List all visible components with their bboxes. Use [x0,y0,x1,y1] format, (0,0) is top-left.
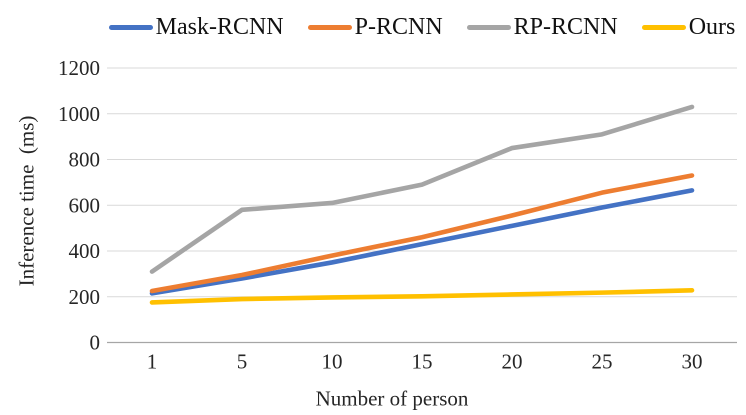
x-tick-label: 30 [682,350,703,374]
y-tick-label: 400 [69,239,101,263]
legend-swatch-mask-rcnn [108,24,153,30]
legend-item-rp-rcnn: RP-RCNN [466,14,618,40]
series-line-mask-rcnn [149,188,695,296]
x-tick-label: 25 [592,350,613,374]
legend-swatch-ours [641,24,686,30]
y-tick-label: 1000 [58,102,100,126]
y-tick-label: 1200 [58,56,100,80]
series-line-ours [149,288,695,305]
x-tick-label: 15 [412,350,433,374]
y-tick-label: 600 [69,193,101,217]
x-axis-title: Number of person [315,386,469,411]
legend-label-rp-rcnn: RP-RCNN [513,14,618,40]
y-axis-title: Inference time (ms) [14,115,39,287]
series-line-p-rcnn [149,173,695,294]
legend-item-mask-rcnn: Mask-RCNN [108,14,284,40]
y-tick-label: 800 [69,148,101,172]
y-tick-label: 0 [90,331,101,355]
y-tick-label: 200 [69,285,101,309]
x-tick-label: 10 [322,350,343,374]
legend-label-mask-rcnn: Mask-RCNN [155,14,284,40]
legend-label-ours: Ours [688,14,736,40]
legend-item-p-rcnn: P-RCNN [307,14,443,40]
chart-legend: Mask-RCNN P-RCNN RP-RCNN Ours [107,12,737,42]
legend-item-ours: Ours [641,14,736,40]
x-tick-label: 20 [502,350,523,374]
series-line-rp-rcnn [149,104,695,274]
legend-swatch-rp-rcnn [466,24,511,30]
x-tick-label: 5 [237,350,248,374]
x-tick-label: 1 [147,350,158,374]
legend-swatch-p-rcnn [307,24,352,30]
legend-label-p-rcnn: P-RCNN [354,14,443,40]
